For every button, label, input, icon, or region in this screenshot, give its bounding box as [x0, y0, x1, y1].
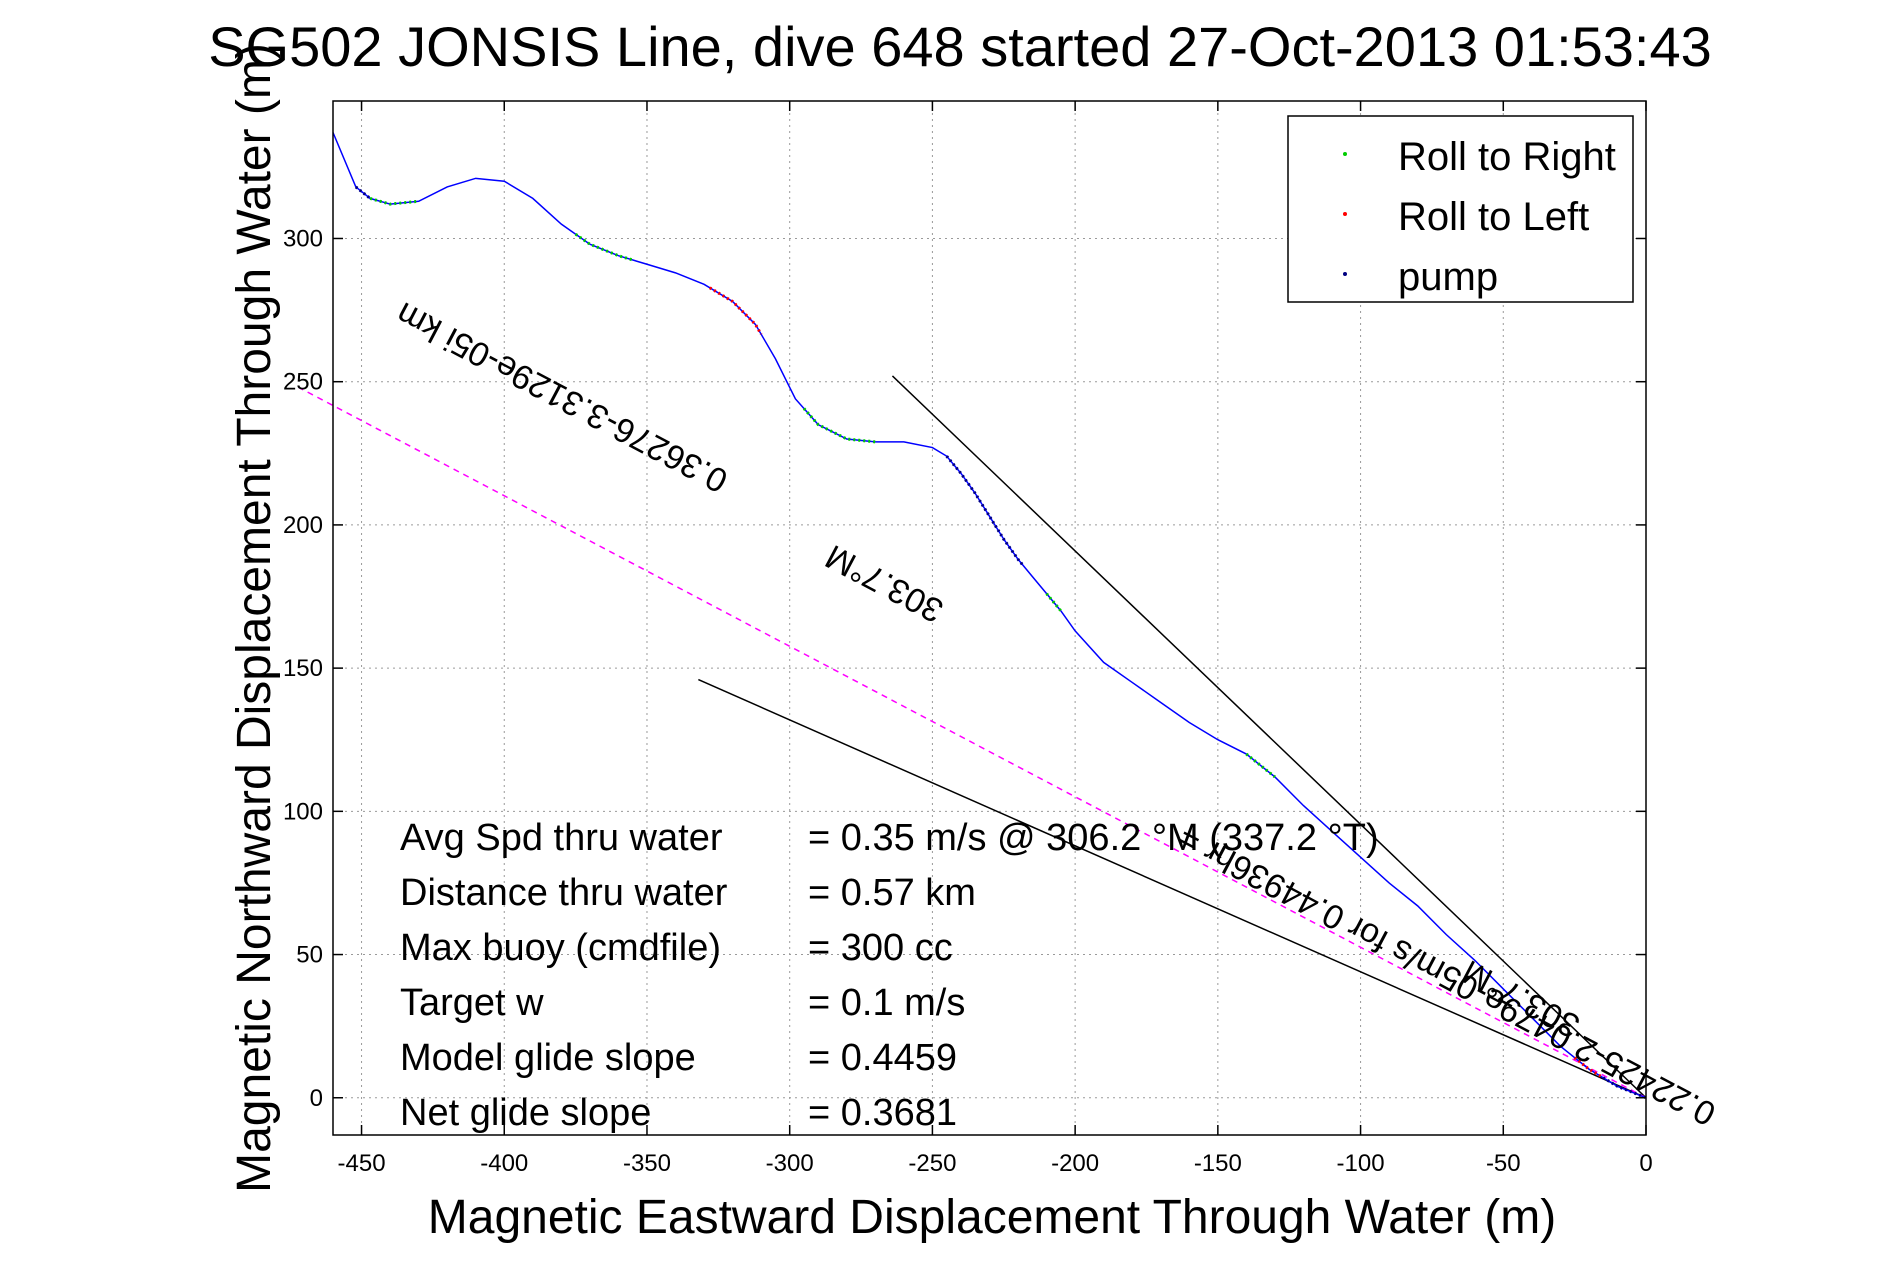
- y-tick-label: 0: [310, 1085, 323, 1112]
- axis-ticks: -450 -400 -350 -300 -250 -200 -150 -100 -50 0 0 50 1…: [283, 101, 1653, 1177]
- stat-label: Net glide slope: [400, 1092, 651, 1134]
- legend-label: Roll to Left: [1398, 195, 1589, 239]
- stat-value: = 0.57 km: [808, 872, 976, 914]
- x-tick-label: -100: [1337, 1150, 1385, 1177]
- stat-label: Target w: [400, 982, 544, 1024]
- stat-value: = 0.4459: [808, 1037, 957, 1079]
- stat-value: = 0.1 m/s: [808, 982, 965, 1024]
- y-tick-label: 250: [283, 369, 323, 396]
- track-segment-pump: [945, 455, 1025, 568]
- y-axis-label: Magnetic Northward Displacement Through …: [228, 43, 281, 1193]
- y-tick-label: 150: [283, 655, 323, 682]
- stats-block: Avg Spd thru water = 0.35 m/s @ 306.2 °M …: [400, 817, 1379, 1134]
- x-tick-label: -200: [1051, 1150, 1099, 1177]
- stat-label: Model glide slope: [400, 1037, 696, 1079]
- legend-label: Roll to Right: [1398, 135, 1616, 179]
- track-segment-roll-to-left: [1573, 1056, 1604, 1079]
- y-tick-label: 300: [283, 225, 323, 252]
- reference-lines: [298, 375, 1647, 1099]
- track-segment-roll-to-right: [1245, 752, 1276, 779]
- x-tick-label: -450: [338, 1150, 386, 1177]
- x-tick-label: -50: [1486, 1150, 1521, 1177]
- track-segment-pump: [354, 185, 372, 200]
- y-tick-label: 200: [283, 512, 323, 539]
- track-segments: [354, 185, 1647, 1100]
- legend: Roll to Right Roll to Left pump: [1287, 115, 1634, 303]
- legend-marker: [1343, 152, 1347, 156]
- x-tick-label: -400: [480, 1150, 528, 1177]
- x-tick-label: -350: [623, 1150, 671, 1177]
- stat-label: Max buoy (cmdfile): [400, 927, 721, 969]
- track-segment-roll-to-right: [1045, 592, 1063, 612]
- stat-label: Avg Spd thru water: [400, 817, 723, 859]
- track-segment-roll-to-right: [802, 407, 876, 444]
- legend-label: pump: [1398, 255, 1498, 299]
- x-tick-label: -250: [908, 1150, 956, 1177]
- stat-value: = 0.3681: [808, 1092, 957, 1134]
- legend-box: [1287, 115, 1634, 303]
- stat-label: Distance thru water: [400, 872, 728, 914]
- reference-line: [298, 386, 1647, 1099]
- x-tick-label: -150: [1194, 1150, 1242, 1177]
- legend-marker: [1343, 272, 1347, 276]
- stat-value: = 300 cc: [808, 927, 953, 969]
- chart-title: SG502 JONSIS Line, dive 648 started 27-O…: [208, 15, 1712, 78]
- track-segment-roll-to-left: [709, 286, 763, 335]
- y-tick-label: 100: [283, 798, 323, 825]
- x-tick-label: -300: [766, 1150, 814, 1177]
- stat-value: = 0.35 m/s @ 306.2 °M (337.2 °T): [808, 817, 1379, 859]
- legend-marker: [1343, 212, 1347, 216]
- y-tick-label: 50: [296, 942, 323, 969]
- x-axis-label: Magnetic Eastward Displacement Through W…: [428, 1191, 1556, 1244]
- plot-frame: [332, 100, 1647, 1136]
- reference-line: [698, 678, 1647, 1099]
- reference-line: [891, 375, 1647, 1099]
- track-segment-roll-to-right: [369, 196, 419, 206]
- x-tick-label: 0: [1639, 1150, 1652, 1177]
- track-segment-roll-to-right: [574, 232, 634, 262]
